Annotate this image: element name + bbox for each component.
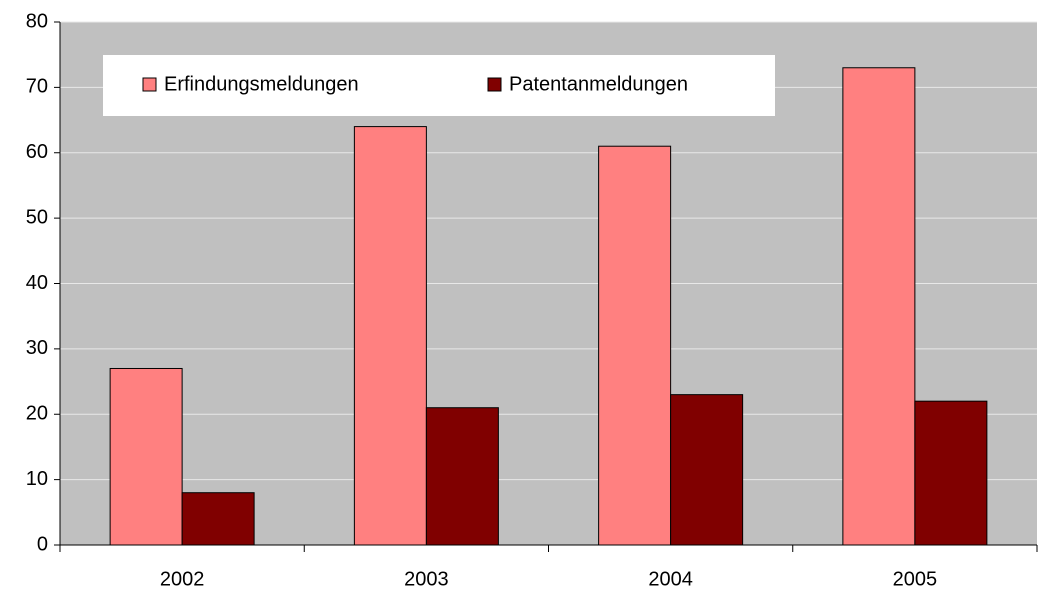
- y-tick-label: 40: [26, 272, 48, 294]
- x-tick-label: 2003: [404, 568, 449, 590]
- bar: [598, 145, 672, 546]
- y-tick-label: 80: [26, 10, 48, 32]
- bar: [914, 400, 988, 546]
- bar: [670, 394, 744, 546]
- bar: [181, 492, 255, 546]
- legend-label: Patentanmeldungen: [509, 73, 688, 95]
- x-tick-label: 2004: [648, 568, 693, 590]
- bar: [425, 407, 499, 546]
- y-tick-label: 60: [26, 141, 48, 163]
- y-tick-label: 70: [26, 76, 48, 98]
- legend-swatch: [487, 77, 502, 92]
- legend: [103, 55, 775, 116]
- y-tick-label: 20: [26, 403, 48, 425]
- bar: [109, 367, 183, 546]
- legend-label: Erfindungsmeldungen: [164, 73, 359, 95]
- y-tick-label: 30: [26, 337, 48, 359]
- x-tick-label: 2005: [893, 568, 938, 590]
- bar: [353, 126, 427, 546]
- legend-swatch: [142, 77, 157, 92]
- y-tick-label: 50: [26, 206, 48, 228]
- x-tick-label: 2002: [160, 568, 205, 590]
- bar: [842, 67, 916, 546]
- y-tick-label: 10: [26, 468, 48, 490]
- y-tick-label: 0: [37, 533, 48, 555]
